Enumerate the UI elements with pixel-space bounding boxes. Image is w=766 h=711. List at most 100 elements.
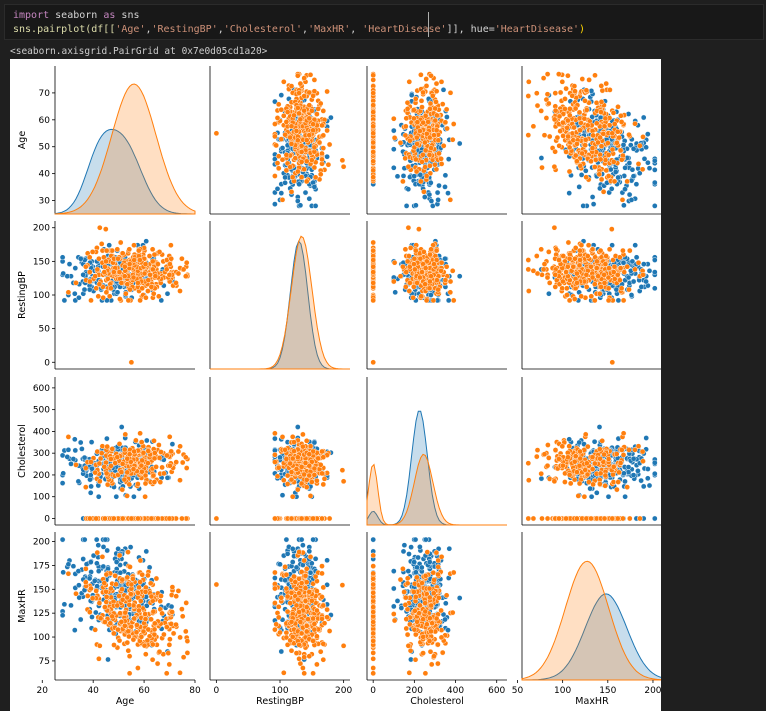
scatter-point-0 [645, 159, 651, 166]
scatter-point-1 [404, 106, 411, 112]
scatter-point-1 [149, 266, 156, 273]
kde-curve-1-Cholesterol [366, 453, 507, 526]
scatter-point-1 [565, 239, 572, 246]
scatter-point-1 [564, 117, 571, 124]
scatter-point-0 [79, 446, 85, 452]
scatter-point-1 [177, 477, 183, 484]
scatter-point-1 [407, 280, 413, 286]
scatter-point-1 [288, 188, 295, 195]
scatter-point-1 [617, 277, 623, 284]
scatter-point-1 [156, 455, 163, 461]
scatter-point-1 [557, 89, 564, 96]
scatter-point-0 [279, 145, 286, 151]
scatter-point-1 [131, 242, 137, 249]
scatter-point-0 [328, 114, 334, 121]
scatter-point-1 [298, 480, 305, 487]
scatter-point-0 [436, 182, 442, 189]
scatter-point-1 [273, 142, 280, 149]
y-tick-label: 300 [33, 449, 50, 459]
scatter-point-0 [626, 160, 633, 166]
scatter-point-1 [88, 297, 94, 304]
scatter-point-1 [319, 470, 325, 477]
scatter-point-1 [403, 115, 410, 122]
scatter-point-0 [392, 289, 399, 296]
code-editor[interactable]: import seaborn as sns sns.pairplot(df[['… [4, 4, 764, 40]
scatter-point-0 [390, 146, 397, 153]
scatter-point-1 [422, 281, 428, 288]
scatter-point-1 [616, 254, 623, 261]
scatter-point-1 [306, 102, 313, 109]
notebook-cell[interactable]: import seaborn as sns sns.pairplot(df[['… [0, 0, 766, 44]
scatter-point-1 [449, 136, 456, 143]
scatter-point-1 [326, 515, 333, 522]
scatter-point-1 [298, 149, 305, 155]
scatter-point-1 [92, 273, 99, 280]
scatter-point-1 [406, 253, 412, 259]
scatter-point-1 [272, 515, 278, 522]
scatter-point-1 [602, 115, 609, 122]
scatter-point-1 [402, 132, 409, 139]
scatter-point-1 [306, 89, 313, 96]
scatter-point-1 [86, 254, 93, 261]
scatter-point-1 [427, 100, 434, 107]
scatter-point-1 [442, 277, 449, 284]
scatter-point-1 [166, 515, 173, 522]
scatter-point-0 [622, 164, 628, 171]
scatter-point-1 [294, 137, 301, 144]
scatter-point-0 [390, 164, 397, 171]
scatter-point-1 [530, 267, 537, 274]
scatter-point-1 [432, 105, 439, 112]
scatter-point-1 [563, 149, 569, 155]
scatter-point-1 [411, 115, 417, 122]
scatter-point-0 [164, 290, 171, 297]
scatter-point-1 [572, 105, 579, 112]
scatter-point-1 [618, 112, 624, 119]
scatter-point-0 [582, 167, 589, 174]
scatter-point-1 [294, 105, 301, 111]
scatter-point-1 [589, 274, 596, 281]
scatter-point-1 [563, 269, 569, 275]
scatter-point-1 [598, 83, 605, 89]
scatter-point-1 [314, 111, 320, 117]
scatter-point-1 [412, 156, 419, 163]
scatter-point-0 [427, 179, 434, 186]
scatter-point-1 [596, 171, 603, 178]
scatter-point-0 [651, 470, 658, 477]
scatter-point-1 [570, 263, 577, 270]
scatter-point-1 [533, 90, 540, 97]
scatter-point-1 [572, 255, 578, 262]
scatter-point-1 [569, 92, 576, 99]
scatter-point-1 [583, 284, 590, 290]
scatter-point-1 [586, 77, 592, 83]
scatter-point-1 [139, 285, 146, 292]
scatter-point-1 [370, 297, 377, 304]
scatter-point-1 [419, 104, 425, 110]
scatter-point-1 [325, 161, 332, 168]
scatter-point-1 [417, 128, 423, 134]
scatter-point-1 [104, 443, 111, 450]
scatter-point-1 [566, 144, 573, 151]
scatter-point-1 [595, 139, 601, 146]
scatter-point-0 [445, 297, 452, 304]
scatter-point-1 [440, 142, 447, 149]
scatter-point-0 [143, 238, 150, 245]
scatter-point-1 [544, 274, 551, 281]
scatter-point-1 [288, 476, 295, 483]
scatter-point-1 [574, 158, 580, 165]
scatter-point-1 [426, 152, 433, 158]
scatter-point-1 [307, 493, 314, 499]
scatter-point-0 [629, 166, 636, 173]
scatter-point-1 [552, 90, 559, 96]
scatter-point-1 [583, 174, 590, 181]
scatter-point-0 [630, 278, 637, 285]
scatter-point-1 [639, 166, 646, 173]
scatter-point-0 [72, 265, 79, 271]
scatter-point-1 [411, 261, 417, 267]
scatter-point-1 [588, 158, 594, 165]
scatter-point-1 [86, 269, 93, 275]
scatter-point-1 [272, 459, 278, 465]
scatter-point-1 [433, 247, 440, 254]
scatter-point-1 [306, 451, 313, 458]
scatter-point-1 [407, 137, 413, 144]
scatter-point-0 [651, 157, 658, 164]
